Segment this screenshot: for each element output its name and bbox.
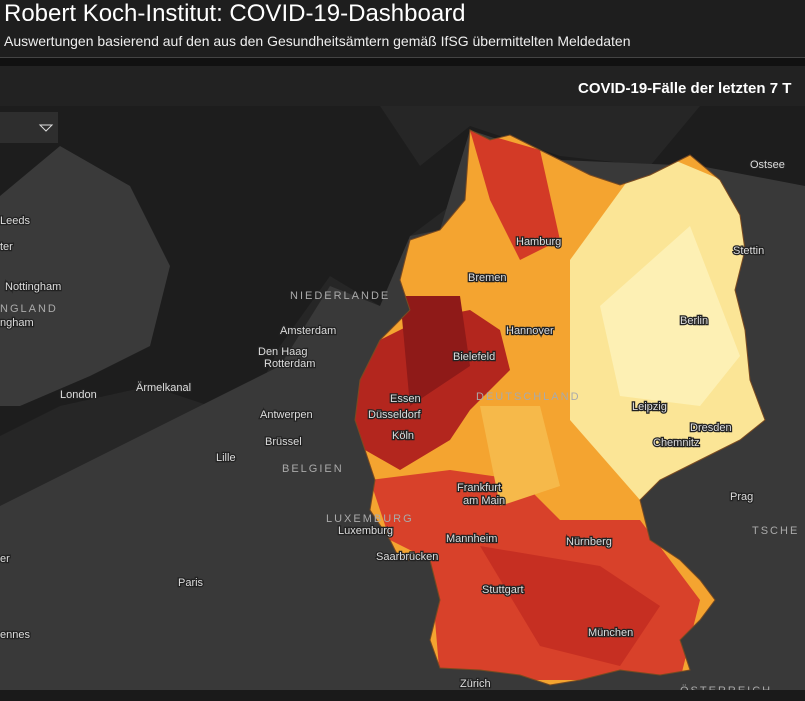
place-label: Stuttgart — [482, 584, 524, 596]
place-label: Leipzig — [632, 401, 667, 413]
place-label: ennes — [0, 629, 30, 641]
place-label: Antwerpen — [260, 409, 313, 421]
place-label: ngham — [0, 317, 34, 329]
place-label: Bremen — [468, 272, 507, 284]
place-label: Zürich — [460, 678, 491, 690]
map: Leeds ter Nottingham ngham London Ärmelkanal A… — [0, 106, 805, 701]
place-label: Nürnberg — [566, 536, 612, 548]
place-label: Prag — [730, 491, 753, 503]
place-label: Bielefeld — [453, 351, 495, 363]
place-label: Nottingham — [5, 281, 61, 293]
place-label: Mannheim — [446, 533, 497, 545]
place-label: Leeds — [0, 215, 30, 227]
place-label: Stettin — [733, 245, 764, 257]
header: Robert Koch-Institut: COVID-19-Dashboard… — [0, 0, 805, 58]
panel-title: COVID-19-Fälle der letzten 7 T — [578, 80, 792, 97]
region-label: DEUTSCHLAND — [476, 391, 581, 403]
place-label: Berlin — [680, 315, 708, 327]
place-label: ter — [0, 241, 13, 253]
region-label: NIEDERLANDE — [290, 290, 390, 302]
place-label: München — [588, 627, 633, 639]
footer — [0, 690, 805, 701]
region-label: TSCHE — [752, 525, 799, 537]
place-label: Amsterdam — [280, 325, 336, 337]
place-label: Lille — [216, 452, 236, 464]
place-label: Chemnitz — [653, 437, 699, 449]
place-label: Düsseldorf — [368, 409, 422, 421]
place-label: Den Haag — [258, 346, 308, 358]
subtitle: Auswertungen basierend auf den aus den G… — [4, 33, 631, 49]
place-label: Luxemburg — [338, 525, 393, 537]
place-label: Saarbrücken — [376, 551, 438, 563]
place-label: Frankfurt — [457, 482, 501, 494]
place-label: Brüssel — [265, 436, 302, 448]
place-label: Paris — [178, 577, 204, 589]
title: Robert Koch-Institut: COVID-19-Dashboard — [4, 0, 466, 27]
place-label: Ärmelkanal — [136, 382, 191, 394]
region-label: BELGIEN — [282, 463, 344, 475]
place-label: Ostsee — [750, 159, 785, 171]
region-label: LUXEMBURG — [326, 513, 414, 525]
place-label: Rotterdam — [264, 358, 315, 370]
place-label: Dresden — [690, 422, 732, 434]
place-label: Köln — [392, 430, 414, 442]
place-label: er — [0, 553, 10, 565]
place-label: Essen — [390, 393, 421, 405]
panel-bar: COVID-19-Fälle der letzten 7 T — [0, 66, 805, 106]
place-label: Hannover — [506, 325, 554, 337]
place-label: am Main — [463, 495, 505, 507]
place-label: London — [60, 389, 97, 401]
region-label: NGLAND — [0, 303, 58, 315]
place-label: Hamburg — [516, 236, 561, 248]
